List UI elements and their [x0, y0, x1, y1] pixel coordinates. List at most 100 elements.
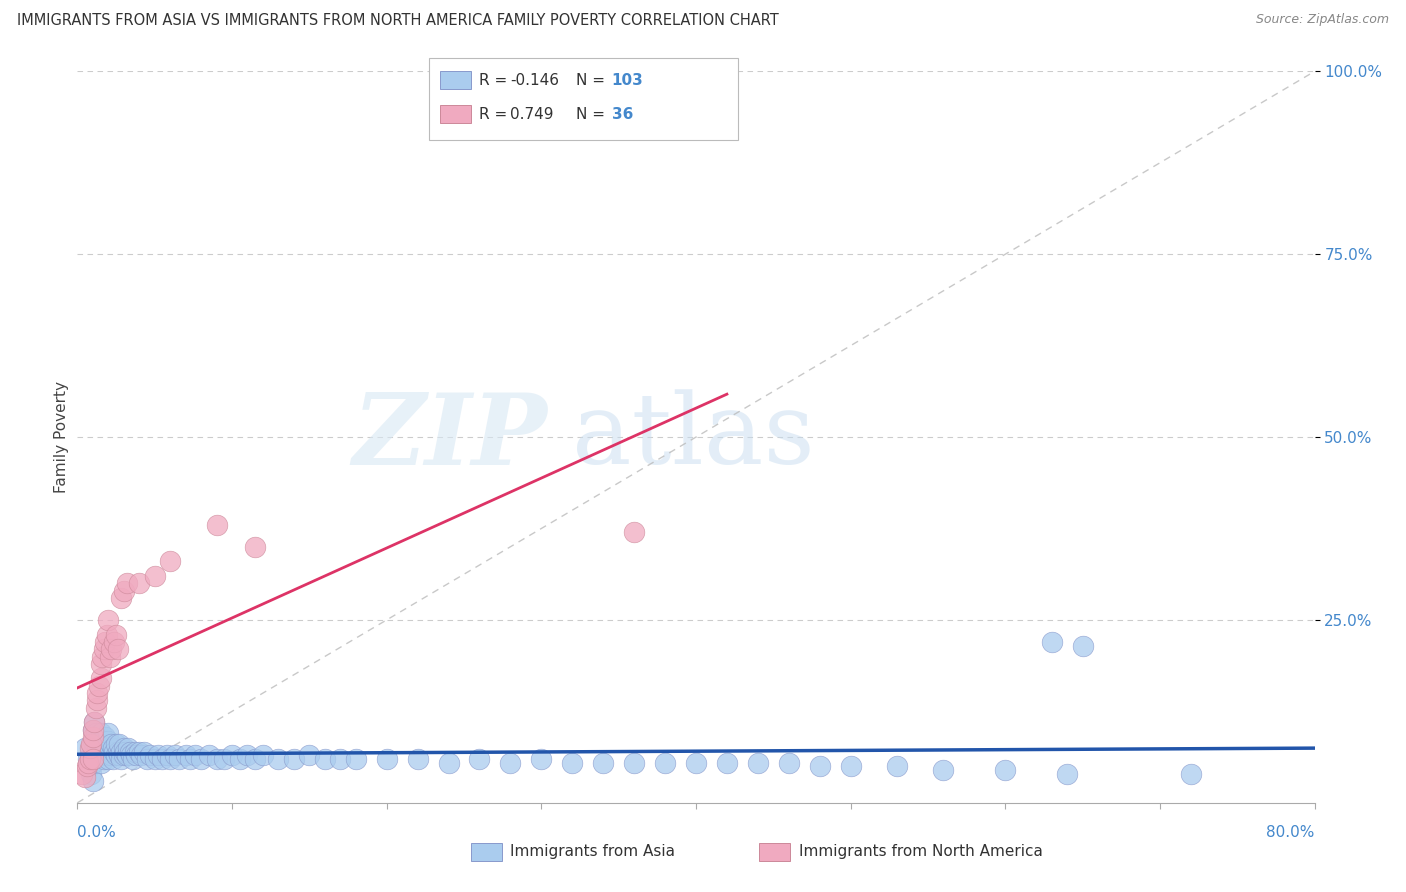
Point: [97, 752, 120, 766]
Point: [808, 759, 831, 773]
Point: [79, 759, 101, 773]
Point: [139, 748, 162, 763]
Point: [1056, 766, 1078, 780]
Point: [1040, 635, 1063, 649]
Point: [79, 740, 101, 755]
Point: [298, 748, 321, 763]
Point: [96, 748, 118, 763]
Point: [91, 745, 114, 759]
Text: 0.749: 0.749: [510, 107, 554, 121]
Point: [103, 745, 125, 759]
Point: [124, 745, 146, 759]
Text: Source: ZipAtlas.com: Source: ZipAtlas.com: [1256, 13, 1389, 27]
Point: [499, 756, 522, 770]
Point: [228, 752, 252, 766]
Point: [84, 726, 107, 740]
Text: atlas: atlas: [572, 389, 815, 485]
Point: [623, 756, 645, 770]
Point: [100, 748, 122, 763]
Point: [156, 748, 179, 763]
Point: [115, 748, 138, 763]
Text: 36: 36: [612, 107, 633, 121]
Point: [82, 773, 104, 788]
Point: [128, 745, 150, 759]
Point: [94, 730, 117, 744]
Point: [83, 715, 105, 730]
Point: [94, 740, 117, 755]
Point: [190, 752, 212, 766]
Text: Immigrants from Asia: Immigrants from Asia: [510, 845, 675, 859]
Point: [839, 759, 862, 773]
Point: [91, 649, 114, 664]
Text: R =: R =: [479, 73, 513, 87]
Point: [107, 642, 129, 657]
Point: [97, 726, 120, 740]
Point: [76, 759, 98, 773]
Point: [437, 756, 460, 770]
Point: [103, 635, 125, 649]
Point: [125, 748, 148, 763]
Point: [112, 583, 135, 598]
Text: N =: N =: [576, 107, 610, 121]
Point: [108, 748, 131, 763]
Point: [97, 733, 120, 747]
Point: [93, 752, 115, 766]
Point: [82, 756, 104, 770]
Point: [101, 752, 124, 766]
Text: 80.0%: 80.0%: [1267, 825, 1315, 840]
Point: [221, 748, 243, 763]
Point: [245, 752, 267, 766]
Point: [143, 569, 166, 583]
Text: 0.0%: 0.0%: [77, 825, 117, 840]
Point: [174, 748, 197, 763]
Text: ZIP: ZIP: [353, 389, 547, 485]
Point: [107, 745, 129, 759]
Point: [79, 752, 101, 766]
Point: [117, 740, 139, 755]
Point: [82, 733, 104, 747]
Point: [86, 686, 108, 700]
Point: [100, 642, 122, 657]
Point: [329, 752, 352, 766]
Point: [994, 763, 1017, 777]
Point: [90, 657, 111, 671]
Point: [530, 752, 553, 766]
Point: [1071, 639, 1094, 653]
Point: [86, 693, 108, 707]
Point: [159, 752, 181, 766]
Point: [90, 737, 111, 751]
Point: [96, 627, 118, 641]
Point: [82, 723, 104, 737]
Point: [252, 748, 274, 763]
Point: [97, 613, 120, 627]
Point: [112, 748, 135, 763]
Text: R =: R =: [479, 107, 517, 121]
Point: [163, 748, 186, 763]
Point: [184, 748, 207, 763]
Point: [82, 730, 104, 744]
Text: IMMIGRANTS FROM ASIA VS IMMIGRANTS FROM NORTH AMERICA FAMILY POVERTY CORRELATION: IMMIGRANTS FROM ASIA VS IMMIGRANTS FROM …: [17, 13, 779, 29]
Point: [77, 756, 100, 770]
Point: [94, 635, 117, 649]
Point: [84, 748, 107, 763]
Point: [108, 737, 131, 751]
Point: [716, 756, 738, 770]
Point: [267, 752, 290, 766]
Point: [82, 752, 104, 766]
Point: [80, 737, 103, 751]
Point: [592, 756, 614, 770]
Point: [146, 748, 169, 763]
Point: [83, 715, 105, 730]
Point: [93, 733, 115, 747]
Point: [169, 752, 191, 766]
Point: [314, 752, 336, 766]
Point: [1180, 766, 1202, 780]
Point: [205, 752, 228, 766]
Point: [90, 748, 111, 763]
Point: [561, 756, 583, 770]
Point: [77, 752, 100, 766]
Point: [100, 737, 122, 751]
Point: [245, 540, 267, 554]
Point: [406, 752, 429, 766]
Point: [932, 763, 955, 777]
